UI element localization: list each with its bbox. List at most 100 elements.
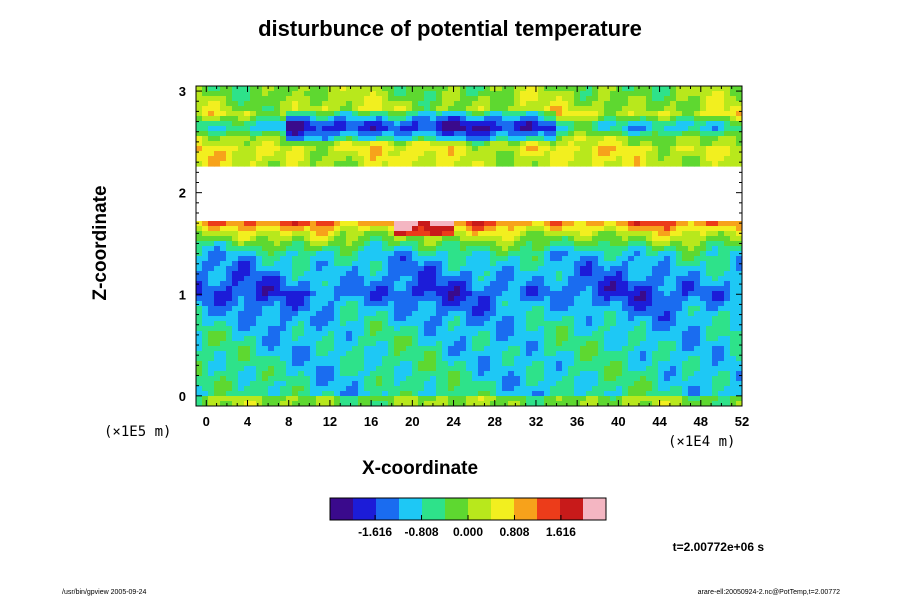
heatmap-cell <box>364 276 371 282</box>
heatmap-cell <box>628 351 635 357</box>
heatmap-cell <box>730 306 737 312</box>
heatmap-cell <box>322 126 329 132</box>
heatmap-cell <box>208 391 215 397</box>
heatmap-cell <box>688 356 695 362</box>
heatmap-cell <box>616 261 623 267</box>
heatmap-cell <box>286 221 293 227</box>
heatmap-cell <box>670 341 677 347</box>
heatmap-cell <box>490 351 497 357</box>
heatmap-cell <box>346 291 353 297</box>
heatmap-cell <box>238 341 245 347</box>
heatmap-cell <box>454 251 461 257</box>
heatmap-cell <box>322 366 329 372</box>
heatmap-cell <box>688 361 695 367</box>
heatmap-cell <box>724 156 731 162</box>
heatmap-cell <box>202 96 209 102</box>
heatmap-cell <box>646 156 653 162</box>
heatmap-cell <box>580 386 587 392</box>
heatmap-cell <box>238 301 245 307</box>
heatmap-cell <box>250 271 257 277</box>
heatmap-cell <box>370 311 377 317</box>
heatmap-cell <box>556 136 563 142</box>
heatmap-cell <box>298 281 305 287</box>
heatmap-cell <box>262 231 269 237</box>
heatmap-cell <box>238 386 245 392</box>
heatmap-cell <box>736 101 742 107</box>
heatmap-cell <box>538 281 545 287</box>
heatmap-cell <box>394 296 401 302</box>
heatmap-cell <box>370 336 377 342</box>
heatmap-cell <box>712 96 719 102</box>
heatmap-cell <box>196 281 203 287</box>
heatmap-cell <box>490 316 497 322</box>
heatmap-cell <box>532 321 539 327</box>
heatmap-cell <box>508 136 515 142</box>
heatmap-cell <box>586 136 593 142</box>
heatmap-cell <box>262 246 269 252</box>
heatmap-cell <box>214 231 221 237</box>
heatmap-cell <box>448 341 455 347</box>
heatmap-cell <box>400 236 407 242</box>
heatmap-cell <box>448 261 455 267</box>
heatmap-cell <box>706 91 713 97</box>
heatmap-cell <box>298 401 305 406</box>
heatmap-cell <box>568 396 575 402</box>
heatmap-cell <box>490 306 497 312</box>
heatmap-cell <box>256 151 263 157</box>
heatmap-cell <box>556 156 563 162</box>
heatmap-cell <box>520 106 527 112</box>
heatmap-cell <box>454 151 461 157</box>
heatmap-cell <box>442 326 449 332</box>
heatmap-cell <box>688 401 695 406</box>
heatmap-cell <box>226 316 233 322</box>
heatmap-cell <box>712 271 719 277</box>
heatmap-cell <box>274 141 281 147</box>
heatmap-cell <box>244 276 251 282</box>
heatmap-cell <box>514 366 521 372</box>
heatmap-cell <box>694 96 701 102</box>
heatmap-cell <box>382 336 389 342</box>
heatmap-cell <box>646 121 653 127</box>
heatmap-cell <box>682 326 689 332</box>
heatmap-cell <box>442 136 449 142</box>
heatmap-cell <box>496 101 503 107</box>
heatmap-cell <box>310 316 317 322</box>
heatmap-cell <box>538 256 545 262</box>
heatmap-cell <box>448 311 455 317</box>
heatmap-cell <box>724 341 731 347</box>
heatmap-cell <box>532 401 539 406</box>
heatmap-cell <box>286 111 293 117</box>
heatmap-cell <box>454 291 461 297</box>
heatmap-cell <box>208 231 215 237</box>
heatmap-cell <box>340 276 347 282</box>
heatmap-cell <box>496 241 503 247</box>
heatmap-cell <box>670 346 677 352</box>
heatmap-cell <box>730 396 737 402</box>
heatmap-cell <box>448 106 455 112</box>
heatmap-cell <box>208 111 215 117</box>
heatmap-cell <box>412 256 419 262</box>
heatmap-cell <box>640 376 647 382</box>
heatmap-cell <box>676 296 683 302</box>
heatmap-cell <box>502 146 509 152</box>
heatmap-cell <box>556 286 563 292</box>
heatmap-cell <box>496 246 503 252</box>
heatmap-cell <box>508 326 515 332</box>
heatmap-cell <box>580 161 587 167</box>
heatmap-cell <box>406 341 413 347</box>
heatmap-cell <box>736 386 742 392</box>
heatmap-cell <box>688 91 695 97</box>
heatmap-cell <box>568 101 575 107</box>
heatmap-cell <box>454 326 461 332</box>
heatmap-cell <box>334 136 341 142</box>
heatmap-cell <box>430 221 437 227</box>
heatmap-cell <box>364 326 371 332</box>
heatmap-cell <box>472 286 479 292</box>
heatmap-cell <box>442 86 449 92</box>
heatmap-cell <box>634 111 641 117</box>
heatmap-cell <box>412 161 419 167</box>
heatmap-cell <box>352 326 359 332</box>
heatmap-cell <box>616 101 623 107</box>
heatmap-cell <box>568 306 575 312</box>
heatmap-cell <box>472 111 479 117</box>
